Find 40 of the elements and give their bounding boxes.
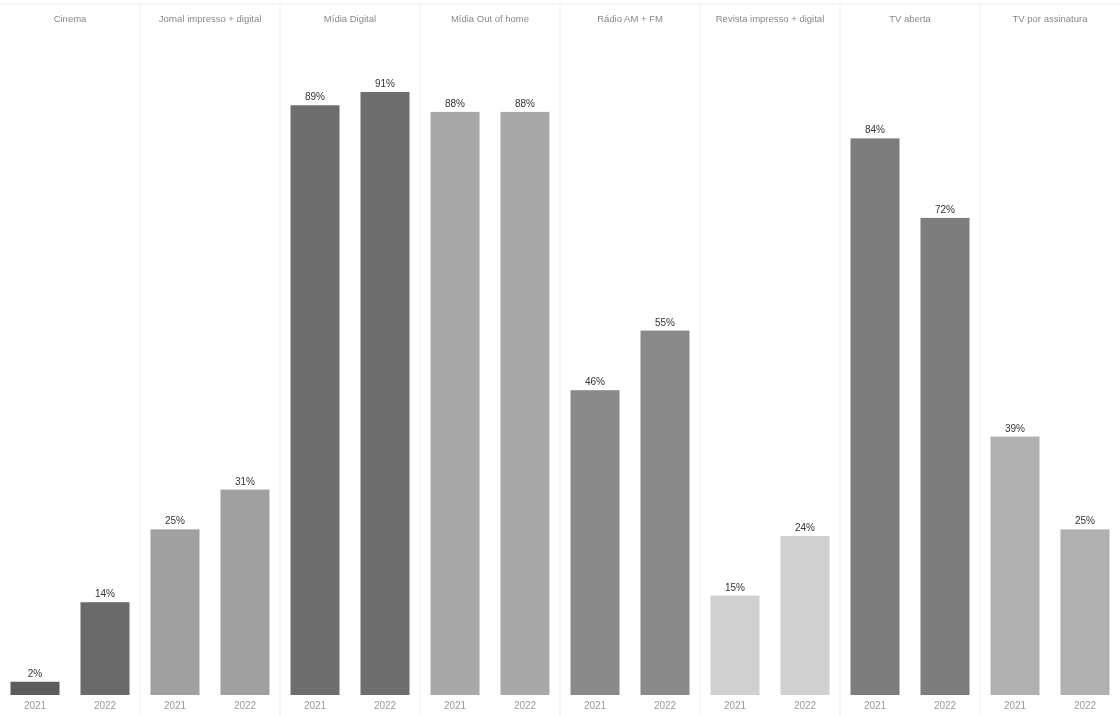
data-label: 46% xyxy=(584,376,606,388)
chart-title: Jornal impresso + digital xyxy=(158,13,262,24)
data-label: 25% xyxy=(1074,515,1096,527)
data-label: 39% xyxy=(1004,422,1026,434)
chart-title: Mídia Out of home xyxy=(450,13,530,24)
data-label: 2% xyxy=(27,667,43,679)
data-label: 14% xyxy=(94,588,116,600)
x-tick-label: 2021 xyxy=(163,700,187,711)
x-tick-label: 2021 xyxy=(303,700,327,711)
chart-title: Mídia Digital xyxy=(323,13,377,24)
x-tick-label: 2021 xyxy=(863,700,887,711)
data-label: 88% xyxy=(444,97,466,109)
data-label: 31% xyxy=(234,475,256,487)
data-label: 91% xyxy=(374,78,396,89)
x-tick-label: 2022 xyxy=(513,700,537,711)
data-label: 55% xyxy=(654,316,676,328)
data-label: 89% xyxy=(304,91,326,103)
chart-title: TV aberta xyxy=(889,13,932,24)
data-label: 24% xyxy=(794,521,816,533)
x-tick-label: 2022 xyxy=(373,700,397,711)
chart-title: TV por assinatura xyxy=(1012,13,1089,24)
x-tick-label: 2021 xyxy=(1003,700,1027,711)
data-label: 88% xyxy=(514,97,536,109)
x-tick-label: 2022 xyxy=(1073,700,1097,711)
data-label: 84% xyxy=(864,124,886,136)
chart-title: Rádio AM + FM xyxy=(597,13,663,24)
data-label: 15% xyxy=(724,581,746,593)
x-tick-label: 2022 xyxy=(933,700,957,711)
x-tick-label: 2022 xyxy=(233,700,257,711)
x-tick-label: 2021 xyxy=(723,700,747,711)
x-tick-label: 2022 xyxy=(93,700,117,711)
chart-title: Cinema xyxy=(53,13,88,24)
x-tick-label: 2022 xyxy=(653,700,677,711)
x-tick-label: 2021 xyxy=(583,700,607,711)
data-label: 72% xyxy=(934,203,956,215)
x-tick-label: 2022 xyxy=(793,700,817,711)
x-tick-label: 2021 xyxy=(23,700,47,711)
data-label: 25% xyxy=(164,515,186,527)
x-tick-label: 2021 xyxy=(443,700,467,711)
chart-title: Revista impresso + digital xyxy=(715,13,825,24)
